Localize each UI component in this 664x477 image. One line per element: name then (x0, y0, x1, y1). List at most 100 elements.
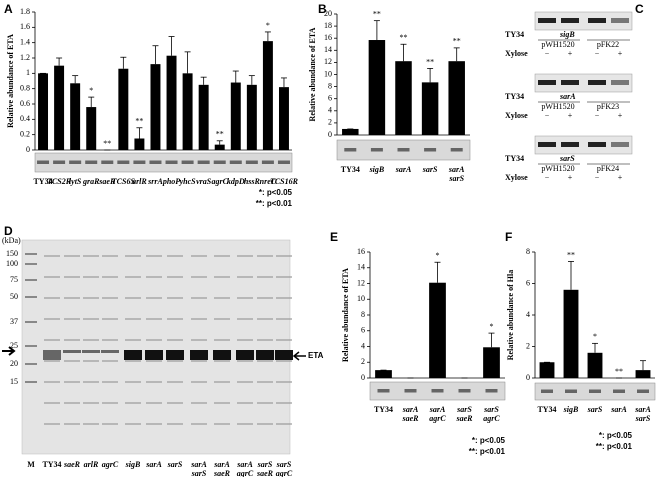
xylose-sign: − (595, 111, 600, 120)
x-tick-label: yhcS (179, 177, 197, 186)
x-tick-label: TCS2R (47, 177, 72, 186)
protein-band (276, 381, 292, 383)
protein-band (83, 318, 99, 320)
significance: * (266, 21, 270, 30)
note: *: p<0.05 (599, 431, 633, 440)
protein-band (83, 339, 99, 341)
gel-band (261, 160, 274, 164)
y-tick-label: 1.6 (20, 22, 30, 31)
x-tick-label: vraS (196, 177, 212, 186)
y-tick-label: 12 (324, 57, 332, 66)
protein-band (276, 318, 292, 320)
x-tick-label: TY34 (374, 405, 393, 414)
x-tick-label: sarA (395, 165, 412, 174)
bar (539, 362, 555, 378)
significance: ** (400, 33, 408, 42)
lane-label: sarS (167, 460, 183, 469)
eta-band (275, 350, 293, 360)
x-tick-label: phoP (162, 177, 180, 186)
lane-label: M (27, 460, 35, 469)
gel-band (277, 160, 290, 164)
protein-band (167, 423, 183, 425)
gel-band (85, 160, 98, 164)
blot-band (538, 18, 556, 23)
x-tick-label: lytS (69, 177, 82, 186)
protein-band (146, 276, 162, 278)
blot-band (561, 142, 579, 147)
gel-band (458, 389, 471, 393)
y-tick-label: 1.4 (20, 37, 30, 46)
x-tick-label: sarS (422, 165, 438, 174)
y-tick-label: 6 (328, 94, 332, 103)
protein-band (102, 297, 118, 299)
y-tick-label: 1.2 (20, 53, 30, 62)
xylose-sign: − (545, 49, 550, 58)
gel-band (370, 148, 383, 152)
note: *: p<0.05 (259, 188, 293, 197)
eta-band (43, 350, 61, 360)
xylose-sign: + (568, 49, 573, 58)
gel-band (53, 160, 66, 164)
y-tick-label: 10 (357, 294, 365, 303)
bar (635, 370, 651, 378)
gel-band (165, 160, 178, 164)
marker-label: 75 (10, 275, 18, 284)
significance: ** (216, 130, 224, 139)
protein-band (191, 381, 207, 383)
protein-band (237, 423, 253, 425)
y-tick-label: 0.4 (20, 114, 30, 123)
lane-label: sarA sarS (190, 460, 207, 477)
protein-band (102, 255, 118, 257)
x-tick-label: graR (82, 177, 100, 186)
protein-band (167, 276, 183, 278)
protein-band (102, 339, 118, 341)
bar (86, 107, 97, 150)
protein-band (44, 339, 60, 341)
x-tick-label: sarA agrC (429, 405, 447, 423)
protein-band (191, 255, 207, 257)
bar (375, 370, 392, 378)
gel-band (450, 148, 463, 152)
gel-strip (34, 152, 293, 173)
x-tick-label: sarA sarS (634, 405, 651, 423)
xylose-sign: − (595, 173, 600, 182)
y-tick-label: 4 (526, 310, 530, 319)
strain-label: TY34 (505, 154, 524, 163)
y-tick-label: 1.8 (20, 7, 30, 16)
marker-label: 50 (10, 292, 18, 301)
bar (368, 40, 386, 135)
blot (534, 135, 633, 155)
panel-letter: C (635, 2, 644, 16)
eta-band (213, 350, 231, 360)
protein-band (276, 297, 292, 299)
protein-band (146, 423, 162, 425)
protein-band (167, 360, 183, 362)
x-tick-label: srrA (147, 177, 163, 186)
protein-band (237, 318, 253, 320)
marker-band (25, 345, 37, 347)
y-tick-label: 20 (324, 9, 332, 18)
protein-band (237, 381, 253, 383)
xylose-sign: − (595, 49, 600, 58)
x-tick-label: agrC (211, 177, 228, 186)
lane-label: sarA (145, 460, 162, 469)
y-tick-label: 2 (361, 357, 365, 366)
y-tick-label: 18 (324, 21, 332, 30)
note: **: p<0.01 (596, 442, 633, 451)
protein-band (44, 360, 60, 362)
protein-band (64, 360, 80, 362)
protein-band (167, 381, 183, 383)
significance: * (593, 332, 597, 341)
xylose-sign: − (545, 173, 550, 182)
eta-band (124, 350, 142, 360)
protein-band (64, 276, 80, 278)
y-axis-label: Relative abundance of ETA (341, 268, 350, 362)
protein-band (167, 318, 183, 320)
bar (278, 87, 289, 150)
blot-band (538, 142, 556, 147)
protein-band (83, 360, 99, 362)
bar (421, 82, 439, 135)
x-tick-label: hssR (244, 177, 261, 186)
protein-band (44, 255, 60, 257)
